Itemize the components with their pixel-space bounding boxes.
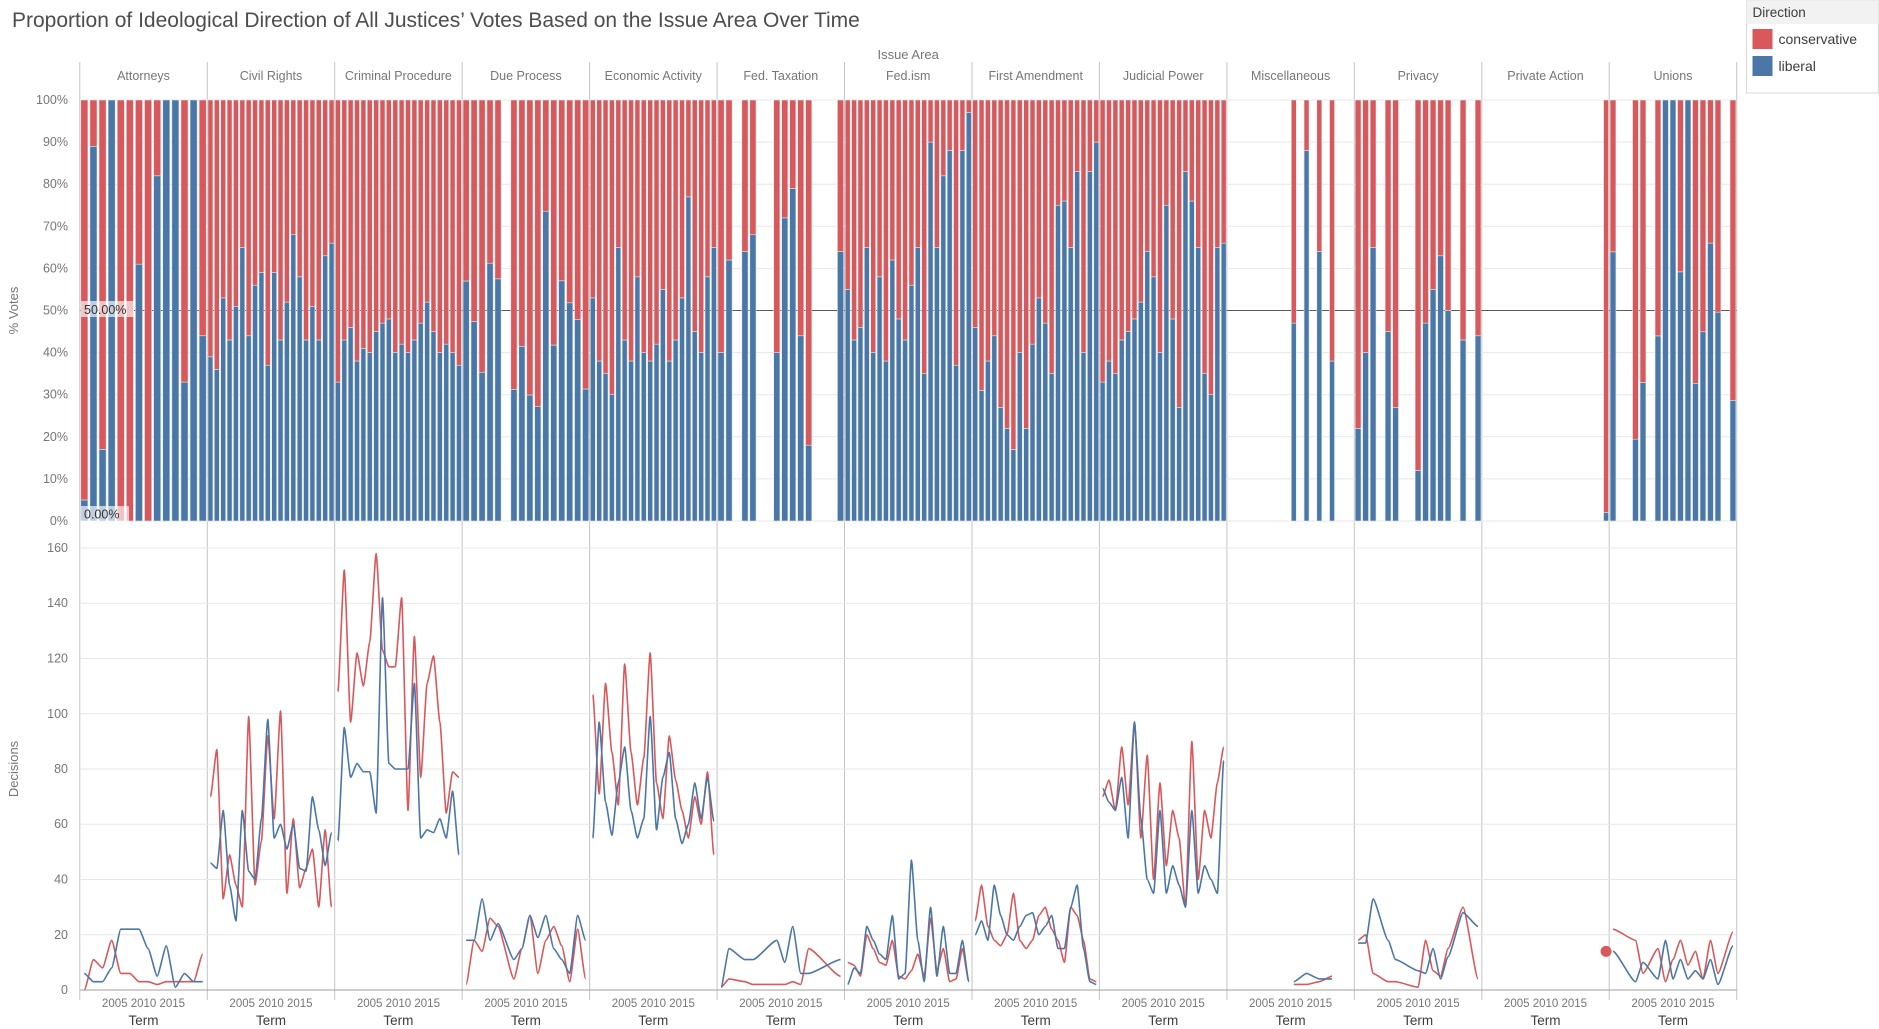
svg-text:Attorneys: Attorneys [117,69,170,83]
svg-text:2005 2010 2015: 2005 2010 2015 [102,998,185,1010]
svg-text:Direction: Direction [1753,5,1806,20]
svg-text:Economic Activity: Economic Activity [605,69,703,83]
svg-text:Term: Term [1658,1013,1688,1028]
svg-text:30%: 30% [43,388,68,402]
svg-text:liberal: liberal [1779,58,1816,74]
svg-text:60: 60 [54,817,68,831]
svg-text:120: 120 [47,652,68,666]
svg-text:Term: Term [766,1013,796,1028]
svg-text:2005 2010 2015: 2005 2010 2015 [229,998,312,1010]
svg-text:0%: 0% [50,514,68,528]
svg-text:2005 2010 2015: 2005 2010 2015 [484,998,567,1010]
svg-text:Privacy: Privacy [1398,69,1440,83]
svg-text:2005 2010 2015: 2005 2010 2015 [612,998,695,1010]
svg-text:% Votes: % Votes [6,286,21,334]
svg-text:2005 2010 2015: 2005 2010 2015 [867,998,950,1010]
svg-text:90%: 90% [43,135,68,149]
svg-text:Term: Term [256,1013,286,1028]
svg-text:20%: 20% [43,430,68,444]
svg-text:Term: Term [511,1013,541,1028]
svg-text:Term: Term [383,1013,413,1028]
svg-text:100: 100 [47,707,68,721]
svg-text:10%: 10% [43,472,68,486]
svg-text:Private Action: Private Action [1507,69,1583,83]
svg-text:0: 0 [61,983,68,997]
svg-text:0.00%: 0.00% [84,508,119,522]
svg-text:Term: Term [638,1013,668,1028]
svg-text:Term: Term [893,1013,923,1028]
svg-text:Miscellaneous: Miscellaneous [1251,69,1330,83]
svg-text:40: 40 [54,873,68,887]
svg-text:Unions: Unions [1654,69,1693,83]
svg-text:Proportion of Ideological Dire: Proportion of Ideological Direction of A… [12,9,860,32]
svg-text:Judicial Power: Judicial Power [1123,69,1204,83]
svg-text:2005 2010 2015: 2005 2010 2015 [739,998,822,1010]
svg-text:2005 2010 2015: 2005 2010 2015 [1249,998,1332,1010]
svg-text:Term: Term [129,1013,159,1028]
svg-text:100%: 100% [36,93,68,107]
svg-text:Fed. Taxation: Fed. Taxation [743,69,818,83]
svg-text:80: 80 [54,762,68,776]
svg-text:Issue Area: Issue Area [877,47,939,62]
svg-text:160: 160 [47,541,68,555]
svg-text:80%: 80% [43,177,68,191]
svg-text:20: 20 [54,928,68,942]
svg-text:Civil Rights: Civil Rights [240,69,303,83]
svg-text:50%: 50% [43,304,68,318]
svg-text:First Amendment: First Amendment [988,69,1083,83]
svg-text:2005 2010 2015: 2005 2010 2015 [357,998,440,1010]
svg-text:2005 2010 2015: 2005 2010 2015 [1504,998,1587,1010]
svg-text:140: 140 [47,596,68,610]
svg-text:Due Process: Due Process [490,69,562,83]
svg-text:Criminal Procedure: Criminal Procedure [345,69,452,83]
svg-text:40%: 40% [43,346,68,360]
svg-text:70%: 70% [43,219,68,233]
svg-text:50.00%: 50.00% [84,303,126,317]
svg-text:60%: 60% [43,261,68,275]
svg-text:Decisions: Decisions [6,740,21,797]
svg-text:2005 2010 2015: 2005 2010 2015 [1122,998,1205,1010]
svg-text:Term: Term [1531,1013,1561,1028]
svg-text:conservative: conservative [1779,31,1858,47]
svg-text:2005 2010 2015: 2005 2010 2015 [1377,998,1460,1010]
svg-text:Term: Term [1021,1013,1051,1028]
svg-text:Term: Term [1403,1013,1433,1028]
svg-text:2005 2010 2015: 2005 2010 2015 [1631,998,1714,1010]
svg-text:2005 2010 2015: 2005 2010 2015 [994,998,1077,1010]
svg-text:Fed.ism: Fed.ism [886,69,930,83]
svg-text:Term: Term [1276,1013,1306,1028]
svg-text:Term: Term [1148,1013,1178,1028]
